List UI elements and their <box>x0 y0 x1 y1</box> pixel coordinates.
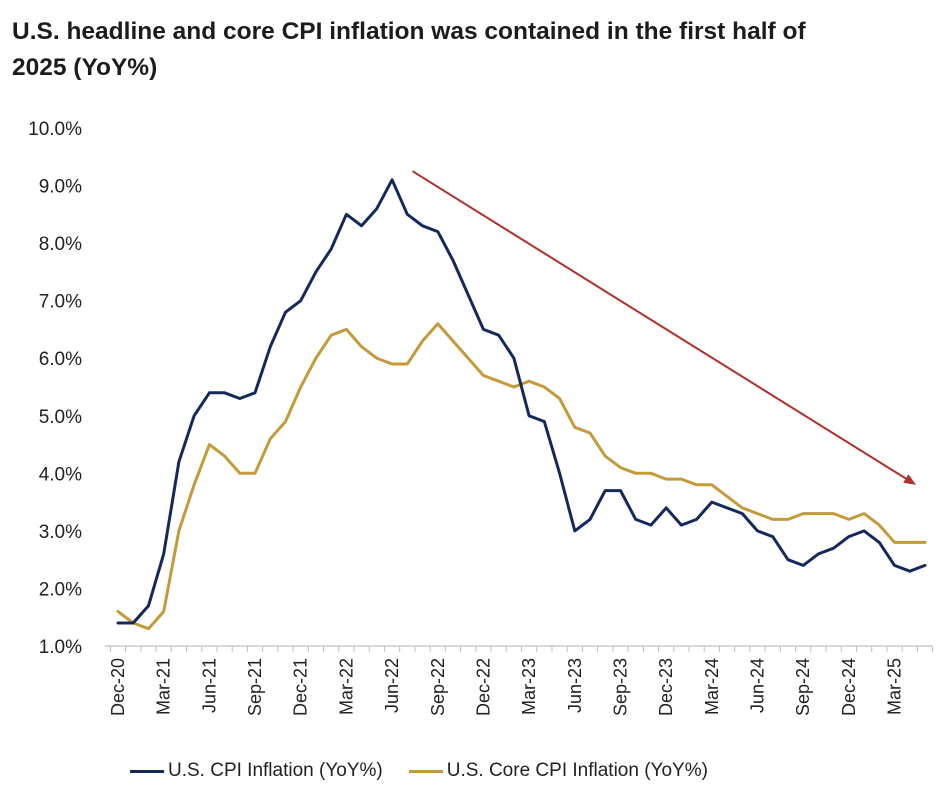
x-tick-label: Mar-21 <box>154 658 174 715</box>
x-tick-label: Dec-20 <box>108 658 128 716</box>
x-tick-label: Sep-23 <box>610 658 630 716</box>
series-line-headline-cpi <box>116 178 927 625</box>
x-tick-label: Mar-24 <box>702 658 722 715</box>
y-tick-label: 8.0% <box>39 234 82 255</box>
x-tick-label: Dec-24 <box>839 658 859 716</box>
x-tick-label: Sep-24 <box>793 658 813 716</box>
x-tick-label: Mar-25 <box>885 658 905 715</box>
x-tick-label: Dec-23 <box>656 658 676 716</box>
x-tick-label: Sep-22 <box>428 658 448 716</box>
y-tick-label: 3.0% <box>39 522 82 543</box>
series-line-core-cpi <box>116 322 927 631</box>
legend-label-headline: U.S. CPI Inflation (YoY%) <box>168 760 383 781</box>
legend-label-core: U.S. Core CPI Inflation (YoY%) <box>446 760 708 781</box>
x-tick-label: Dec-21 <box>291 658 311 716</box>
x-tick-label: Sep-21 <box>245 658 265 716</box>
x-tick-label: Jun-22 <box>382 658 402 713</box>
y-tick-label: 9.0% <box>39 177 82 198</box>
x-tick-label: Jun-23 <box>565 658 585 713</box>
x-tick-label: Mar-23 <box>519 658 539 715</box>
x-tick-label: Jun-21 <box>199 658 219 713</box>
series-layer <box>116 178 927 631</box>
y-tick-label: 7.0% <box>39 292 82 313</box>
x-tick-label: Mar-22 <box>336 658 356 715</box>
line-chart: 1.0% 2.0% 3.0% 4.0% 5.0% 6.0% 7.0% 8.0% 9.0% 10.0… <box>28 119 934 716</box>
legend-item-core: U.S. Core CPI Inflation (YoY%) <box>408 760 708 782</box>
x-tick-label: Dec-22 <box>473 658 493 716</box>
y-axis: 1.0% 2.0% 3.0% 4.0% 5.0% 6.0% 7.0% 8.0% 9.0% 10.0… <box>28 119 82 658</box>
trend-arrow-head <box>903 474 916 485</box>
annotation-layer <box>411 170 916 485</box>
y-tick-label: 10.0% <box>28 119 82 140</box>
chart-title: U.S. headline and core CPI inflation was… <box>12 18 806 81</box>
y-tick-label: 5.0% <box>39 407 82 428</box>
trend-arrow-line <box>411 170 907 480</box>
y-tick-label: 4.0% <box>39 464 82 485</box>
legend-swatch-core <box>408 769 443 773</box>
x-tick-label: Jun-24 <box>748 658 768 713</box>
legend-swatch-headline <box>130 769 164 773</box>
legend: U.S. CPI Inflation (YoY%) U.S. Core CPI … <box>130 760 708 782</box>
y-tick-label: 6.0% <box>39 349 82 370</box>
y-tick-label: 1.0% <box>39 637 82 658</box>
y-tick-label: 2.0% <box>39 579 82 600</box>
x-axis: Dec-20 Mar-21 Jun-21 Sep-21 Dec-21 Mar-22 Jun-… <box>105 645 934 716</box>
legend-item-headline: U.S. CPI Inflation (YoY%) <box>130 760 383 782</box>
